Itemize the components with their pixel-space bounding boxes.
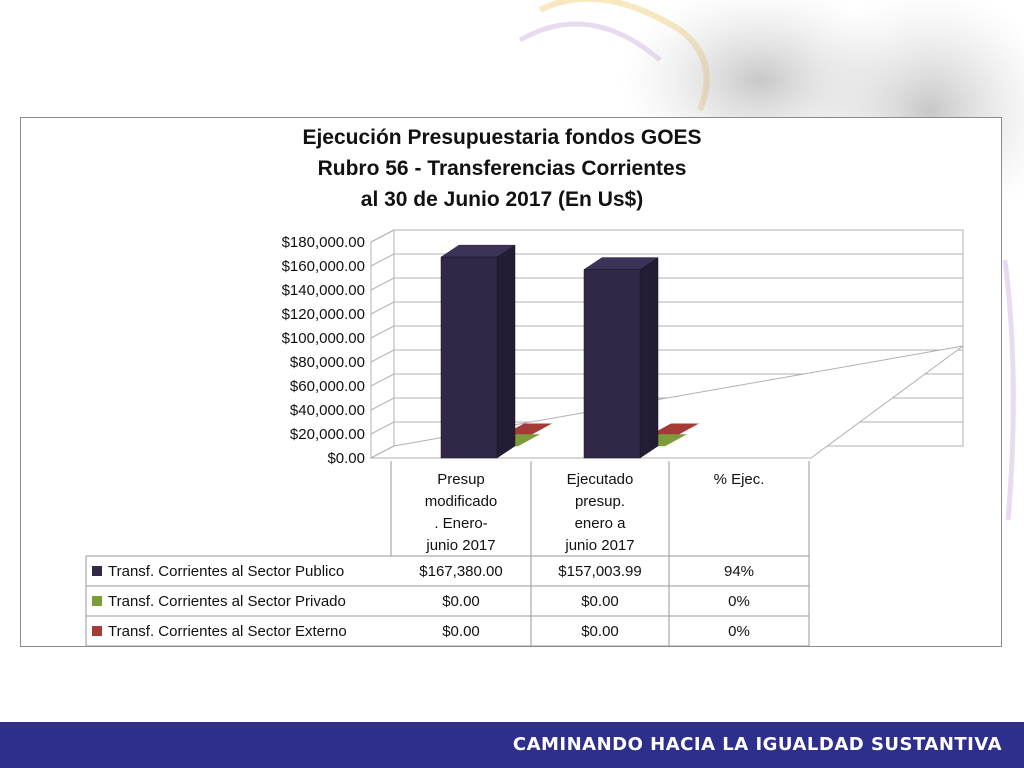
y-tick-label: $60,000.00 bbox=[290, 378, 365, 395]
gridline-side bbox=[370, 397, 395, 411]
y-tick-label: $80,000.00 bbox=[290, 354, 365, 371]
chart-title-line-1: Ejecución Presupuestaria fondos GOES bbox=[302, 126, 702, 149]
data-label: $167,380.00 bbox=[419, 563, 502, 580]
gridline-side bbox=[370, 277, 395, 291]
category-label: . Enero- bbox=[434, 515, 487, 532]
y-tick-label: $40,000.00 bbox=[290, 402, 365, 419]
category-label: Ejecutado bbox=[567, 471, 634, 488]
y-tick-label: $140,000.00 bbox=[282, 282, 365, 299]
bar-publico-side bbox=[639, 257, 659, 459]
category-label: Presup bbox=[437, 471, 485, 488]
bar-publico bbox=[440, 256, 498, 459]
legend-swatch bbox=[92, 566, 102, 576]
gridline-side bbox=[370, 229, 395, 243]
legend-label: Transf. Corrientes al Sector Externo bbox=[108, 623, 347, 640]
data-label: $0.00 bbox=[442, 593, 480, 610]
data-label: 94% bbox=[724, 563, 754, 580]
data-label: $157,003.99 bbox=[558, 563, 641, 580]
footer-slogan: CAMINANDO HACIA LA IGUALDAD SUSTANTIVA bbox=[512, 734, 1002, 755]
gridline-side bbox=[370, 253, 395, 267]
legend-label: Transf. Corrientes al Sector Privado bbox=[108, 593, 346, 610]
y-tick-label: $120,000.00 bbox=[282, 306, 365, 323]
data-label: 0% bbox=[728, 623, 750, 640]
gridline-side bbox=[370, 373, 395, 387]
y-tick-label: $180,000.00 bbox=[282, 234, 365, 251]
chart-title-line-2: Rubro 56 - Transferencias Corrientes bbox=[317, 157, 687, 180]
bar-publico-side bbox=[496, 244, 516, 459]
data-label: 0% bbox=[728, 593, 750, 610]
category-label: junio 2017 bbox=[425, 537, 495, 554]
budget-chart: $180,000.00 $160,000.00 $140,000.00 $120,00… bbox=[85, 229, 964, 646]
y-tick-label: $0.00 bbox=[327, 450, 365, 467]
category-label: modificado bbox=[425, 493, 498, 510]
gridline-side bbox=[370, 349, 395, 363]
data-label: $0.00 bbox=[442, 623, 480, 640]
footer-bar: CAMINANDO HACIA LA IGUALDAD SUSTANTIVA bbox=[0, 722, 1024, 768]
category-label: % Ejec. bbox=[714, 471, 765, 488]
legend-swatch bbox=[92, 596, 102, 606]
category-label: presup. bbox=[575, 493, 625, 510]
bar-publico bbox=[583, 269, 641, 459]
data-label: $0.00 bbox=[581, 623, 619, 640]
data-label: $0.00 bbox=[581, 593, 619, 610]
legend-label: Transf. Corrientes al Sector Publico bbox=[108, 563, 344, 580]
chart-title-line-3: al 30 de Junio 2017 (En Us$) bbox=[360, 188, 644, 211]
y-tick-label: $100,000.00 bbox=[282, 330, 365, 347]
category-label: enero a bbox=[575, 515, 627, 532]
y-tick-label: $20,000.00 bbox=[290, 426, 365, 443]
gridline-side bbox=[370, 301, 395, 315]
legend-swatch bbox=[92, 626, 102, 636]
chart-panel: $180,000.00 $160,000.00 $140,000.00 $120,00… bbox=[20, 117, 1002, 647]
bar-externo bbox=[649, 423, 699, 436]
gridline-side bbox=[370, 421, 395, 435]
category-label: junio 2017 bbox=[564, 537, 634, 554]
y-tick-label: $160,000.00 bbox=[282, 258, 365, 275]
gridline-side bbox=[370, 325, 395, 339]
